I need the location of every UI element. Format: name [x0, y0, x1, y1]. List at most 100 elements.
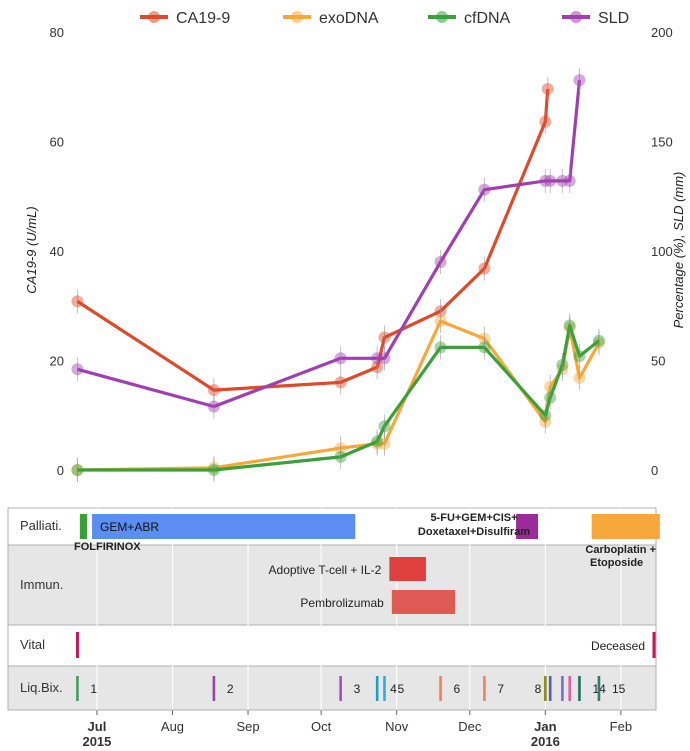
- data-point: [544, 391, 557, 404]
- data-point: [207, 464, 220, 476]
- treatment-timeline: Palliati. Immun. Vital Liq.Bix. FOLFIRINOX G…: [7, 507, 660, 749]
- data-point: [434, 315, 447, 328]
- right-axis-ticks: 0 50 100 150 200: [651, 25, 673, 478]
- legend-swatch-dot: [436, 11, 448, 23]
- palliative-label: FOLFIRINOX: [74, 541, 141, 553]
- right-tick-label: 0: [651, 463, 658, 478]
- palliative-label: 5-FU+GEM+CIS+: [430, 512, 517, 524]
- liquid-biopsy-marker: [544, 676, 547, 701]
- legend-item-exodna: exoDNA: [283, 10, 379, 27]
- data-point: [71, 363, 84, 376]
- data-point: [371, 435, 384, 448]
- liquid-biopsy-marker: [578, 676, 581, 701]
- legend-swatch-dot: [148, 11, 160, 23]
- data-point: [378, 352, 391, 365]
- data-point: [478, 262, 491, 275]
- series-group: [71, 68, 605, 482]
- x-tick-label: Oct: [311, 719, 332, 734]
- liquid-biopsy-marker: [483, 676, 486, 701]
- palliative-label: GEM+ABR: [100, 520, 159, 534]
- liquid-biopsy-label: 7: [497, 682, 504, 696]
- left-axis-ticks: 0 20 40 60 80: [50, 25, 64, 478]
- legend-label: exoDNA: [319, 10, 379, 27]
- data-point: [563, 319, 576, 332]
- data-point: [334, 450, 347, 463]
- liquid-biopsy-marker: [375, 676, 379, 701]
- palliative-bar: [92, 514, 356, 539]
- liquid-biopsy-marker: [76, 676, 79, 701]
- data-point: [334, 376, 347, 389]
- data-point: [544, 174, 557, 187]
- data-point: [378, 331, 391, 344]
- x-tick-label: Feb: [610, 719, 632, 734]
- legend-swatch-dot: [570, 11, 582, 23]
- data-point: [573, 372, 586, 385]
- data-point: [539, 115, 552, 128]
- x-tick-label: Nov: [385, 719, 409, 734]
- liquid-biopsy-marker: [597, 676, 601, 701]
- data-point: [556, 358, 569, 371]
- palliative-label: Etoposide: [590, 557, 643, 569]
- legend-swatch-dot: [291, 11, 303, 23]
- x-tick-year: 2015: [82, 734, 111, 749]
- x-tick-label: Jul: [88, 719, 107, 734]
- immunotherapy-label: Adoptive T-cell + IL-2: [269, 563, 382, 577]
- left-tick-label: 80: [50, 25, 64, 40]
- right-tick-label: 50: [651, 354, 665, 369]
- liquid-biopsy-marker: [212, 676, 216, 701]
- liquid-biopsy-label: 15: [612, 682, 626, 696]
- x-tick-label: Sep: [236, 719, 259, 734]
- x-tick-label: Jan: [534, 719, 556, 734]
- data-point: [573, 350, 586, 363]
- legend-item-cfdna: cfDNA: [428, 10, 511, 27]
- series-cfdna: [71, 313, 605, 482]
- right-axis-label: Percentage (%), SLD (mm): [671, 172, 686, 329]
- vital-marker: [652, 632, 656, 658]
- legend-item-ca19-9: CA19-9: [140, 10, 230, 27]
- data-point: [207, 400, 220, 413]
- immunotherapy-bar: [391, 590, 456, 614]
- liquid-biopsy-label: 4: [390, 682, 397, 696]
- right-tick-label: 100: [651, 244, 673, 259]
- series-ca19-9: [71, 76, 554, 403]
- x-tick-year: 2016: [531, 734, 560, 749]
- liquid-biopsy-label: 8: [535, 682, 542, 696]
- data-point: [541, 82, 554, 95]
- liquid-biopsy-label: 3: [354, 682, 361, 696]
- data-point: [378, 437, 391, 450]
- data-point: [592, 334, 605, 347]
- liquid-biopsy-marker: [383, 676, 386, 701]
- series-sld: [71, 68, 586, 419]
- data-point: [563, 174, 576, 187]
- data-point: [378, 420, 391, 433]
- left-tick-label: 20: [50, 354, 64, 369]
- data-point: [573, 74, 586, 87]
- vital-marker: [75, 632, 79, 658]
- line-plot: 0 20 40 60 80 0 50 100 150 200 CA19-9 (U/mL) Per…: [24, 25, 686, 482]
- immunotherapy-label: Pembrolizumab: [300, 596, 384, 610]
- data-point: [478, 183, 491, 196]
- data-point: [556, 174, 569, 187]
- series-line: [76, 80, 582, 409]
- liquid-biopsy-marker: [561, 676, 564, 701]
- liquid-biopsy-marker: [439, 676, 442, 701]
- timeline-row-label: Liq.Bix.: [20, 680, 63, 695]
- liquid-biopsy-marker: [339, 676, 342, 701]
- legend: CA19-9 exoDNA cfDNA SLD: [140, 10, 629, 27]
- legend-label: CA19-9: [176, 10, 230, 27]
- legend-item-sld: SLD: [562, 10, 629, 27]
- data-point: [434, 255, 447, 268]
- palliative-label: Doxetaxel+Disulfiram: [418, 526, 530, 538]
- liquid-biopsy-label: 1: [90, 682, 97, 696]
- timeline-row-label: Immun.: [20, 577, 63, 592]
- left-axis-label: CA19-9 (U/mL): [24, 206, 39, 293]
- liquid-biopsy-label: 6: [454, 682, 461, 696]
- legend-label: cfDNA: [464, 10, 511, 27]
- timeline-row-bg: [7, 544, 657, 626]
- timeline-row-label: Palliati.: [20, 518, 62, 533]
- palliative-bar: [591, 514, 660, 539]
- liquid-biopsy-marker: [568, 676, 572, 701]
